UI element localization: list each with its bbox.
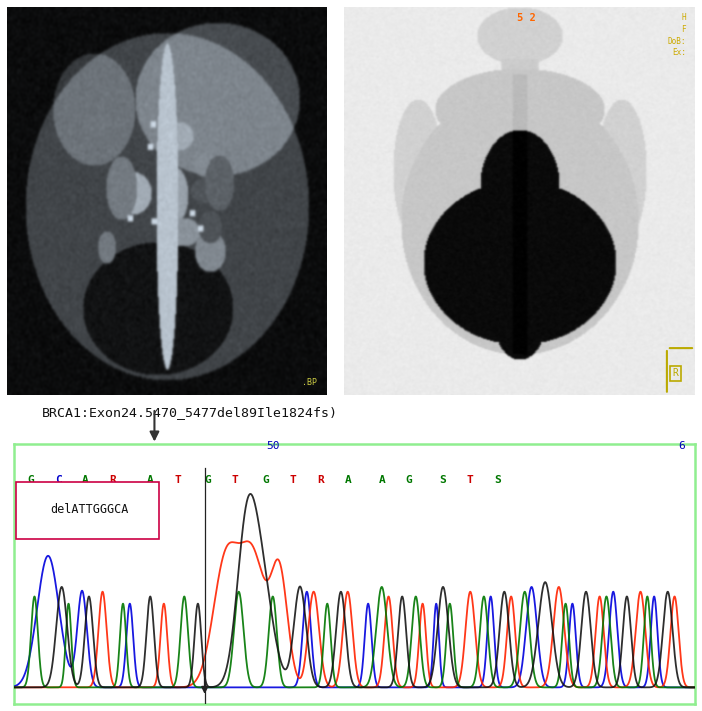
Text: T: T <box>174 475 181 485</box>
Text: G: G <box>406 475 412 485</box>
Text: A: A <box>82 475 89 485</box>
Text: R: R <box>673 368 679 378</box>
Text: C: C <box>55 475 62 485</box>
Text: A: A <box>344 475 351 485</box>
Text: .BP: .BP <box>302 378 317 387</box>
Text: S: S <box>439 475 446 485</box>
Text: T: T <box>290 475 297 485</box>
Text: T: T <box>232 475 239 485</box>
Text: 6: 6 <box>678 442 684 451</box>
Text: 50: 50 <box>266 442 279 451</box>
Text: 5 2: 5 2 <box>517 13 536 23</box>
Text: T: T <box>467 475 474 485</box>
Text: G: G <box>205 475 211 485</box>
Text: A: A <box>378 475 385 485</box>
Text: R: R <box>317 475 324 485</box>
Text: R: R <box>110 475 116 485</box>
FancyBboxPatch shape <box>15 482 159 539</box>
Text: G: G <box>263 475 270 485</box>
Text: A: A <box>147 475 154 485</box>
Text: G: G <box>27 475 34 485</box>
Text: S: S <box>494 475 501 485</box>
Text: H
F
DoB:
Ex:: H F DoB: Ex: <box>668 13 686 58</box>
Text: BRCA1:Exon24.5470_5477del89Ile1824fs): BRCA1:Exon24.5470_5477del89Ile1824fs) <box>42 406 338 419</box>
Text: delATTGGGCA: delATTGGGCA <box>50 503 128 515</box>
